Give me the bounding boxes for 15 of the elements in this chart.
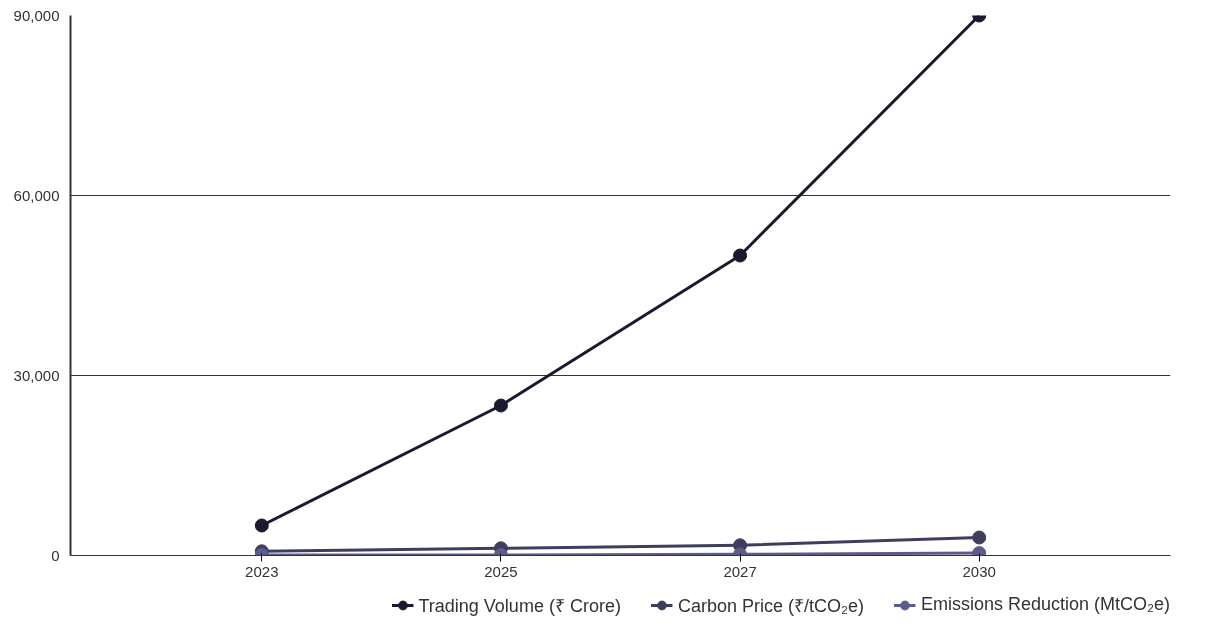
point xyxy=(493,398,508,413)
y-tick-label: 60,000 xyxy=(13,186,60,204)
y-tick-label: 30,000 xyxy=(13,366,60,384)
point xyxy=(254,518,269,533)
point xyxy=(733,248,748,263)
x-tick-label: 2023 xyxy=(245,562,279,580)
legend-label: Carbon Price (₹/tCO₂e) xyxy=(677,594,864,617)
point xyxy=(972,530,987,545)
x-tick-label: 2025 xyxy=(484,562,518,580)
x-tick-label: 2027 xyxy=(723,562,757,580)
x-tick-label: 2030 xyxy=(962,562,996,580)
legend-label: Trading Volume (₹ Crore) xyxy=(418,594,621,617)
y-tick-label: 0 xyxy=(51,546,60,564)
legend-label: Emissions Reduction (MtCO₂e) xyxy=(920,594,1170,615)
y-tick-label: 90,000 xyxy=(13,6,60,24)
